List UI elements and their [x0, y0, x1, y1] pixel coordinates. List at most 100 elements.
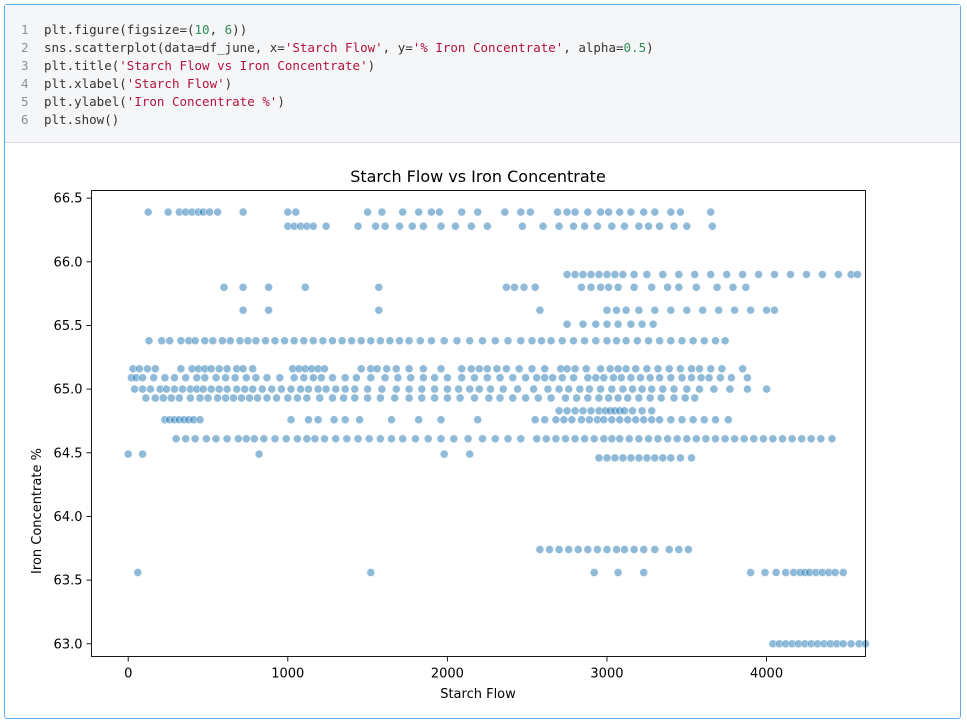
- data-point: [337, 336, 347, 345]
- data-point: [275, 373, 285, 382]
- data-point: [530, 283, 540, 292]
- data-point: [639, 568, 649, 577]
- data-point: [741, 283, 751, 292]
- data-point: [797, 434, 807, 444]
- data-point: [364, 434, 374, 444]
- data-point: [170, 384, 179, 394]
- data-point: [677, 336, 687, 345]
- data-point: [213, 207, 222, 217]
- data-point: [176, 364, 186, 374]
- code-line: 5 plt.ylabel('Iron Concentrate %'): [5, 93, 960, 111]
- data-point: [545, 545, 554, 554]
- data-point: [695, 384, 704, 394]
- data-point: [451, 221, 460, 231]
- notebook-cell[interactable]: 1 plt.figure(figsize=(10, 6)) 2 sns.scatter…: [4, 4, 961, 719]
- data-point: [190, 336, 200, 345]
- data-point: [616, 373, 626, 382]
- data-point: [602, 319, 612, 329]
- data-point: [583, 545, 593, 554]
- data-point: [178, 384, 187, 394]
- data-point: [211, 373, 221, 382]
- data-point: [834, 270, 843, 279]
- data-point: [596, 384, 605, 394]
- data-point: [599, 373, 609, 382]
- data-point: [192, 373, 202, 382]
- data-point: [304, 384, 313, 394]
- data-point: [687, 373, 696, 382]
- data-point: [787, 434, 797, 444]
- data-point: [376, 434, 385, 444]
- data-point: [340, 415, 350, 425]
- code-line: 1 plt.figure(figsize=(10, 6)): [5, 21, 960, 39]
- data-point: [270, 336, 280, 345]
- data-point: [151, 364, 160, 374]
- chart-title: Starch Flow vs Iron Concentrate: [350, 167, 606, 186]
- data-point: [430, 384, 439, 394]
- data-point: [591, 336, 601, 345]
- data-point: [138, 373, 147, 382]
- data-point: [612, 336, 621, 345]
- data-point: [626, 319, 636, 329]
- data-point: [615, 434, 625, 444]
- data-point: [663, 283, 672, 292]
- data-point: [366, 373, 376, 382]
- data-point: [123, 449, 133, 459]
- x-tick-label: 2000: [431, 667, 464, 682]
- data-point: [313, 384, 323, 394]
- data-point: [347, 336, 356, 345]
- data-point: [570, 364, 580, 374]
- data-point: [235, 336, 245, 345]
- data-point: [380, 221, 390, 231]
- data-point: [570, 270, 580, 279]
- data-point: [513, 384, 522, 394]
- data-point: [404, 364, 414, 374]
- data-point: [465, 449, 475, 459]
- data-point: [219, 283, 229, 292]
- data-point: [261, 336, 270, 345]
- string-literal: 'Starch Flow vs Iron Concentrate': [119, 58, 368, 73]
- data-point: [289, 373, 299, 382]
- data-point: [620, 221, 629, 231]
- line-number: 2: [21, 40, 29, 55]
- data-point: [353, 434, 363, 444]
- data-point: [706, 270, 716, 279]
- code-token: ,: [209, 22, 225, 37]
- data-point: [621, 305, 631, 315]
- data-point: [656, 393, 666, 403]
- data-point: [553, 207, 562, 217]
- data-point: [146, 384, 155, 394]
- string-literal: 'Starch Flow': [126, 76, 225, 91]
- data-point: [586, 283, 596, 292]
- data-point: [541, 434, 551, 444]
- y-tick-label: 64.5: [54, 446, 83, 461]
- data-point: [508, 373, 518, 382]
- data-point: [242, 373, 251, 382]
- data-point: [564, 384, 574, 394]
- data-point: [602, 336, 612, 345]
- data-point: [205, 207, 214, 217]
- line-number: 6: [21, 112, 29, 127]
- data-point: [454, 384, 463, 394]
- data-point: [141, 393, 151, 403]
- data-point: [478, 336, 487, 345]
- data-point: [535, 305, 545, 315]
- data-point: [723, 415, 733, 425]
- data-point: [529, 384, 538, 394]
- data-point: [644, 336, 653, 345]
- data-point: [540, 373, 550, 382]
- data-point: [593, 221, 602, 231]
- data-point: [543, 384, 553, 394]
- data-point: [237, 393, 246, 403]
- data-point: [436, 415, 446, 425]
- code-text: plt.xlabel('Starch Flow'): [44, 75, 232, 93]
- data-point: [591, 373, 601, 382]
- data-point: [181, 373, 190, 382]
- data-point: [562, 207, 572, 217]
- data-point: [492, 364, 502, 374]
- code-token: sns.scatterplot(data=df_june, x=: [44, 40, 285, 55]
- data-point: [387, 415, 396, 425]
- code-input[interactable]: 1 plt.figure(figsize=(10, 6)) 2 sns.scatter…: [5, 5, 960, 143]
- data-point: [666, 336, 676, 345]
- data-point: [674, 270, 684, 279]
- data-point: [495, 373, 505, 382]
